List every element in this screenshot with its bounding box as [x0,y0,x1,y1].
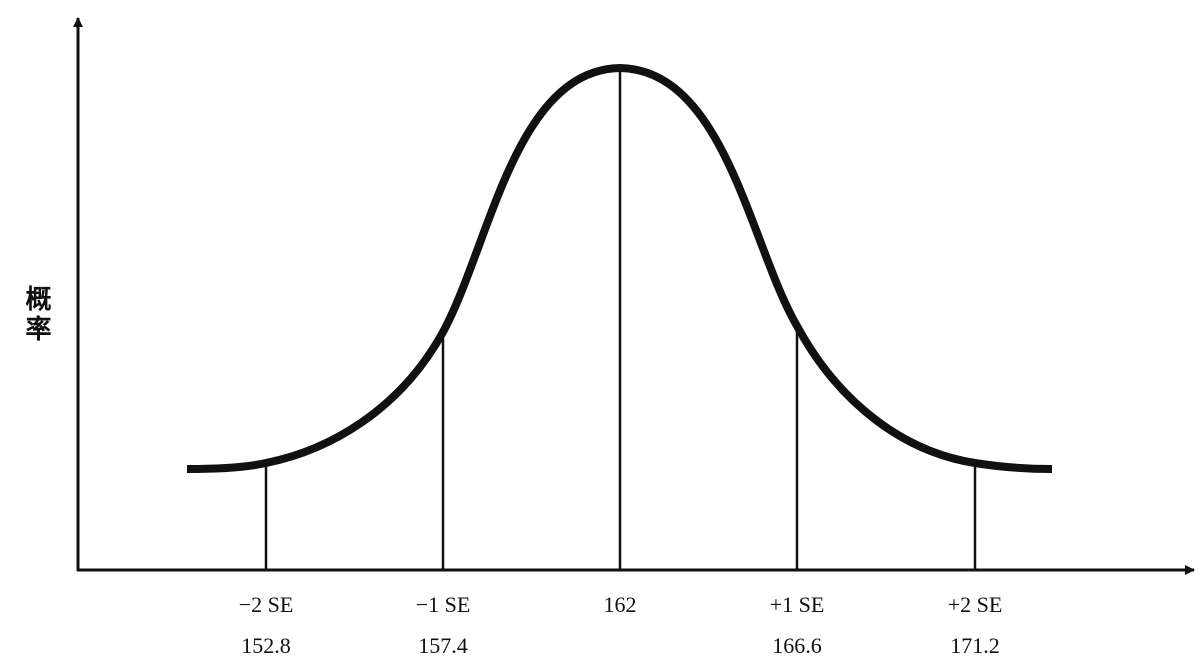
marker-label: −2 SE [239,592,294,617]
y-axis-label: 概率 [21,285,51,345]
markers: −2 SE 152.8 −1 SE 157.4 162 +1 SE 166.6 +2 SE 17… [239,68,1003,658]
marker-value: 171.2 [950,633,1000,658]
marker-label: −1 SE [416,592,471,617]
marker-label: +2 SE [948,592,1003,617]
marker-value: 157.4 [418,633,468,658]
marker-value: 166.6 [772,633,822,658]
marker-value: 152.8 [241,633,291,658]
marker-label: +1 SE [770,592,825,617]
marker-label: 162 [604,592,637,617]
